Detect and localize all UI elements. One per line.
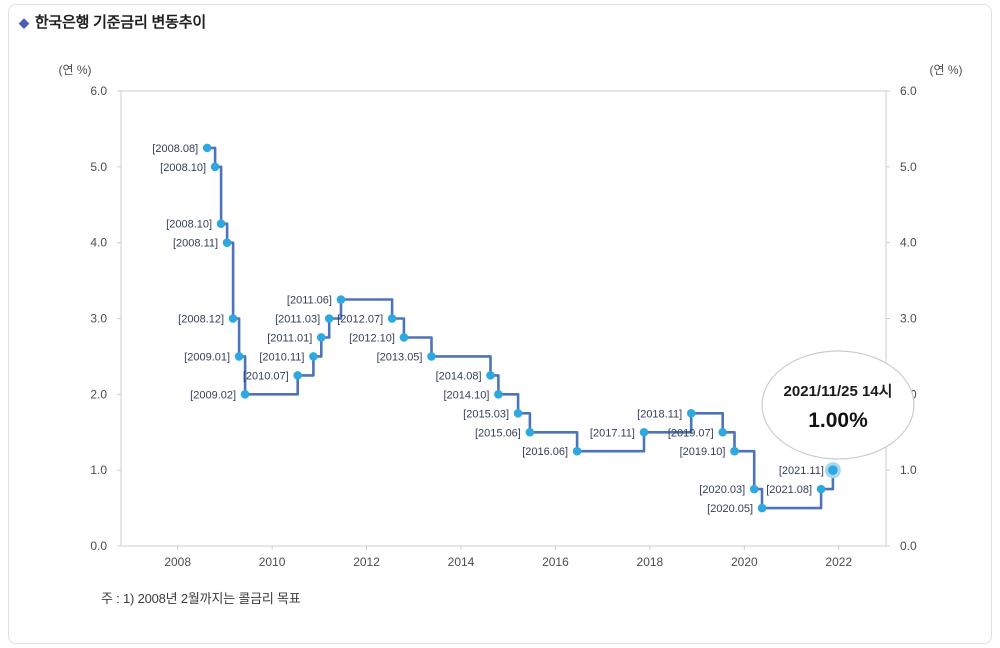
rate-point-marker: [202, 143, 212, 153]
y-tick-label-left: 2.0: [90, 387, 107, 401]
y-tick-label-left: 0.0: [90, 539, 107, 553]
base-rate-panel: ◆ 한국은행 기준금리 변동추이 (연 %) (연 %) 0.0 0.0 1.0 1.0 2.…: [8, 4, 992, 644]
y-tick-label-left: 1.0: [90, 463, 107, 477]
rate-point-marker: [730, 446, 739, 456]
rate-point-label: [2019.10]: [680, 446, 726, 458]
y-tick-label-right: 5.0: [900, 160, 917, 174]
rate-point-label: [2015.03]: [463, 408, 509, 420]
rate-point-label: [2011.01]: [267, 332, 312, 344]
y-tick-label-left: 3.0: [90, 312, 107, 326]
rate-point-label: [2012.10]: [349, 332, 395, 344]
y-tick-label-right: 0.0: [900, 539, 917, 553]
y-tick-label-right: 3.0: [900, 312, 917, 326]
rate-point-marker: [749, 484, 759, 494]
x-tick-label: 2016: [542, 555, 569, 569]
rate-point-marker: [317, 333, 326, 342]
rate-point-marker: [816, 484, 826, 494]
rate-point-label: [2020.05]: [707, 503, 753, 515]
rate-point-marker: [234, 352, 244, 361]
rate-point-marker: [718, 427, 727, 437]
rate-point-label: [2008.10]: [160, 162, 206, 174]
callout-datetime: 2021/11/25 14시: [784, 383, 893, 400]
rate-point-marker: [293, 371, 302, 380]
rate-point-marker: [486, 371, 495, 380]
rate-point-label: [2021.11]: [779, 465, 824, 477]
y-tick-label-right: 1.0: [900, 463, 917, 477]
rate-point-label: [2017.11]: [590, 427, 635, 439]
rate-point-label: [2010.07]: [243, 370, 289, 382]
rate-point-marker: [757, 503, 767, 513]
rate-point-marker: [525, 427, 535, 437]
x-tick-label: 2014: [448, 555, 475, 569]
rate-point-label: [2008.11]: [173, 238, 218, 250]
rate-point-marker: [494, 390, 503, 399]
rate-point-label: [2010.11]: [259, 351, 304, 363]
diamond-bullet-icon: ◆: [19, 15, 29, 30]
y-tick-label-right: 6.0: [900, 84, 917, 98]
rate-point-label: [2016.06]: [522, 446, 568, 458]
rate-point-marker: [427, 352, 436, 361]
base-rate-step-chart: (연 %)(연 %)0.00.01.01.02.02.03.03.04.04.0…: [58, 63, 962, 569]
y-axis-unit-right: (연 %): [929, 63, 962, 77]
rate-point-marker: [228, 314, 238, 323]
rate-point-label: [2021.08]: [766, 484, 812, 496]
y-axis-unit-left: (연 %): [58, 63, 91, 77]
rate-point-label: [2020.03]: [699, 484, 745, 496]
rate-point-label: [2019.07]: [668, 427, 714, 439]
rate-point-label: [2008.12]: [178, 314, 224, 326]
callout-bubble: [761, 350, 915, 460]
rate-point-label: [2008.08]: [152, 143, 198, 155]
y-tick-label-left: 6.0: [90, 84, 107, 98]
rate-point-label: [2009.01]: [184, 351, 230, 363]
rate-point-marker: [387, 314, 397, 323]
rate-point-label: [2011.06]: [287, 295, 332, 307]
x-tick-label: 2020: [731, 555, 758, 569]
rate-point-label: [2013.05]: [377, 351, 423, 363]
rate-point-marker: [399, 333, 409, 342]
rate-point-marker: [639, 427, 649, 437]
rate-point-marker: [686, 408, 696, 418]
rate-point-label: [2008.10]: [166, 219, 212, 231]
rate-point-marker: [309, 352, 318, 361]
x-tick-label: 2018: [637, 555, 664, 569]
rate-point-label: [2012.07]: [337, 314, 383, 326]
rate-point-marker: [216, 219, 226, 229]
panel-header: ◆ 한국은행 기준금리 변동추이: [9, 5, 991, 33]
x-tick-label: 2012: [353, 555, 380, 569]
rate-point-marker: [222, 238, 232, 247]
rate-point-marker: [324, 314, 334, 323]
rate-point-label: [2018.11]: [637, 408, 682, 420]
rate-point-marker: [513, 408, 523, 418]
plot-area: [120, 90, 887, 547]
rate-point-label: [2014.08]: [436, 370, 482, 382]
rate-point-label: [2015.06]: [475, 427, 521, 439]
highlight-marker: [828, 465, 838, 475]
rate-point-marker: [572, 446, 582, 456]
rate-point-label: [2014.10]: [444, 389, 490, 401]
x-tick-label: 2010: [259, 555, 286, 569]
rate-point-label: [2011.03]: [275, 314, 320, 326]
y-tick-label-right: 4.0: [900, 236, 917, 250]
footnote: 주 : 1) 2008년 2월까지는 콜금리 목표: [101, 591, 301, 606]
x-tick-label: 2008: [164, 555, 191, 569]
y-tick-label-left: 4.0: [90, 236, 107, 250]
rate-point-label: [2009.02]: [190, 389, 236, 401]
page-title: 한국은행 기준금리 변동추이: [34, 14, 206, 31]
rate-point-marker: [336, 295, 346, 304]
y-tick-label-left: 5.0: [90, 160, 107, 174]
x-tick-label: 2022: [825, 555, 852, 569]
callout-rate: 1.00%: [808, 409, 868, 432]
rate-point-marker: [240, 390, 250, 399]
rate-step-line: [205, 146, 835, 510]
rate-point-marker: [210, 162, 220, 172]
